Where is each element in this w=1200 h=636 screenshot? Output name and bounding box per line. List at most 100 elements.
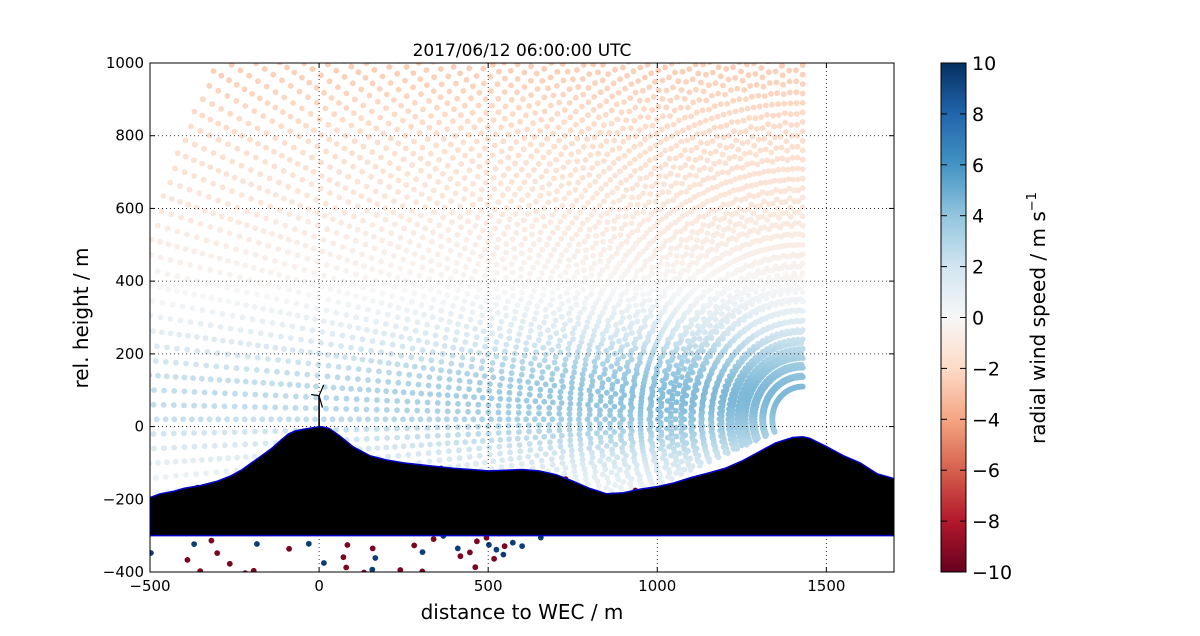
scatter-point	[680, 346, 687, 352]
scatter-point	[649, 264, 656, 271]
scatter-point	[695, 255, 702, 261]
scatter-point	[575, 320, 582, 327]
scatter-point	[208, 295, 215, 301]
scatter-point	[589, 337, 595, 344]
scatter-point	[303, 122, 309, 129]
scatter-point	[534, 380, 540, 387]
scatter-point	[277, 233, 284, 240]
scatter-point	[444, 440, 451, 447]
scatter-point	[435, 383, 442, 390]
scatter-point	[789, 154, 796, 161]
scatter-point	[461, 102, 468, 109]
scatter-point	[362, 241, 369, 248]
scatter-point	[672, 69, 678, 76]
scatter-point	[588, 272, 595, 278]
scatter-point	[383, 388, 390, 394]
scatter-point	[787, 213, 794, 220]
scatter-point	[495, 95, 502, 102]
scatter-point	[752, 219, 759, 226]
scatter-point	[150, 298, 156, 304]
scatter-point	[453, 260, 460, 266]
scatter-point	[335, 364, 342, 370]
scatter-point	[345, 301, 352, 308]
scatter-point	[521, 259, 527, 266]
scatter-point	[731, 301, 738, 307]
scatter-point	[609, 253, 615, 260]
scatter-point	[526, 254, 533, 261]
scatter-point	[395, 452, 402, 459]
scatter-point	[587, 392, 594, 399]
scatter-point	[692, 343, 699, 349]
scatter-point	[426, 195, 433, 202]
scatter-point	[799, 71, 806, 78]
scatter-point	[611, 416, 617, 423]
scatter-point	[312, 405, 319, 412]
scatter-point	[267, 269, 274, 276]
scatter-point	[673, 362, 680, 369]
scatter-point	[687, 184, 693, 191]
scatter-point	[666, 210, 673, 217]
colorbar-tick-label: −8	[972, 511, 1000, 533]
scatter-point	[585, 99, 592, 106]
scatter-point	[403, 182, 410, 188]
scatter-point	[377, 269, 384, 275]
scatter-point	[785, 166, 791, 173]
scatter-point	[533, 309, 540, 316]
scatter-point	[599, 384, 605, 391]
scatter-point	[772, 134, 778, 141]
scatter-point	[477, 253, 484, 260]
scatter-point	[559, 63, 566, 67]
scatter-point	[602, 366, 608, 373]
scatter-point	[265, 356, 271, 362]
scatter-point	[457, 70, 463, 77]
scatter-point	[518, 296, 524, 303]
scatter-point	[262, 428, 268, 435]
scatter-point	[612, 463, 618, 470]
scatter-point	[467, 316, 474, 323]
scatter-point	[224, 201, 231, 208]
scatter-point	[483, 220, 490, 226]
scatter-point	[704, 341, 710, 348]
scatter-point	[284, 369, 290, 376]
scatter-point	[305, 206, 312, 212]
scatter-point	[400, 156, 407, 163]
scatter-point	[654, 219, 661, 226]
scatter-point	[318, 283, 325, 290]
scatter-point	[359, 168, 365, 175]
scatter-point	[676, 450, 683, 457]
scatter-point	[229, 158, 236, 165]
scatter-point	[456, 385, 462, 392]
scatter-point	[404, 434, 411, 440]
scatter-point	[599, 448, 605, 455]
scatter-point	[621, 326, 627, 332]
scatter-point	[589, 449, 595, 456]
scatter-point	[734, 412, 741, 418]
scatter-point	[197, 220, 204, 227]
scatter-point	[245, 120, 252, 127]
scatter-point	[623, 187, 630, 194]
scatter-point	[609, 446, 615, 453]
scatter-point	[428, 150, 434, 157]
scatter-point	[157, 254, 164, 261]
scatter-point	[447, 176, 454, 182]
scatter-point	[255, 140, 261, 147]
scatter-point	[444, 255, 451, 262]
scatter-point	[646, 240, 653, 247]
scatter-point	[428, 357, 435, 364]
scatter-point	[611, 310, 617, 317]
scatter-point	[732, 176, 739, 183]
scatter-point	[603, 300, 610, 307]
scatter-point	[673, 433, 680, 440]
scatter-point	[250, 567, 257, 572]
scatter-point	[349, 247, 356, 254]
scatter-point	[505, 416, 512, 423]
scatter-point	[757, 147, 764, 154]
scatter-point	[580, 63, 587, 68]
scatter-point	[573, 214, 579, 221]
scatter-point	[436, 156, 443, 163]
scatter-point	[576, 421, 583, 428]
scatter-point	[384, 311, 391, 318]
scatter-point	[365, 367, 372, 374]
scatter-point	[604, 475, 611, 481]
scatter-point	[500, 551, 507, 558]
